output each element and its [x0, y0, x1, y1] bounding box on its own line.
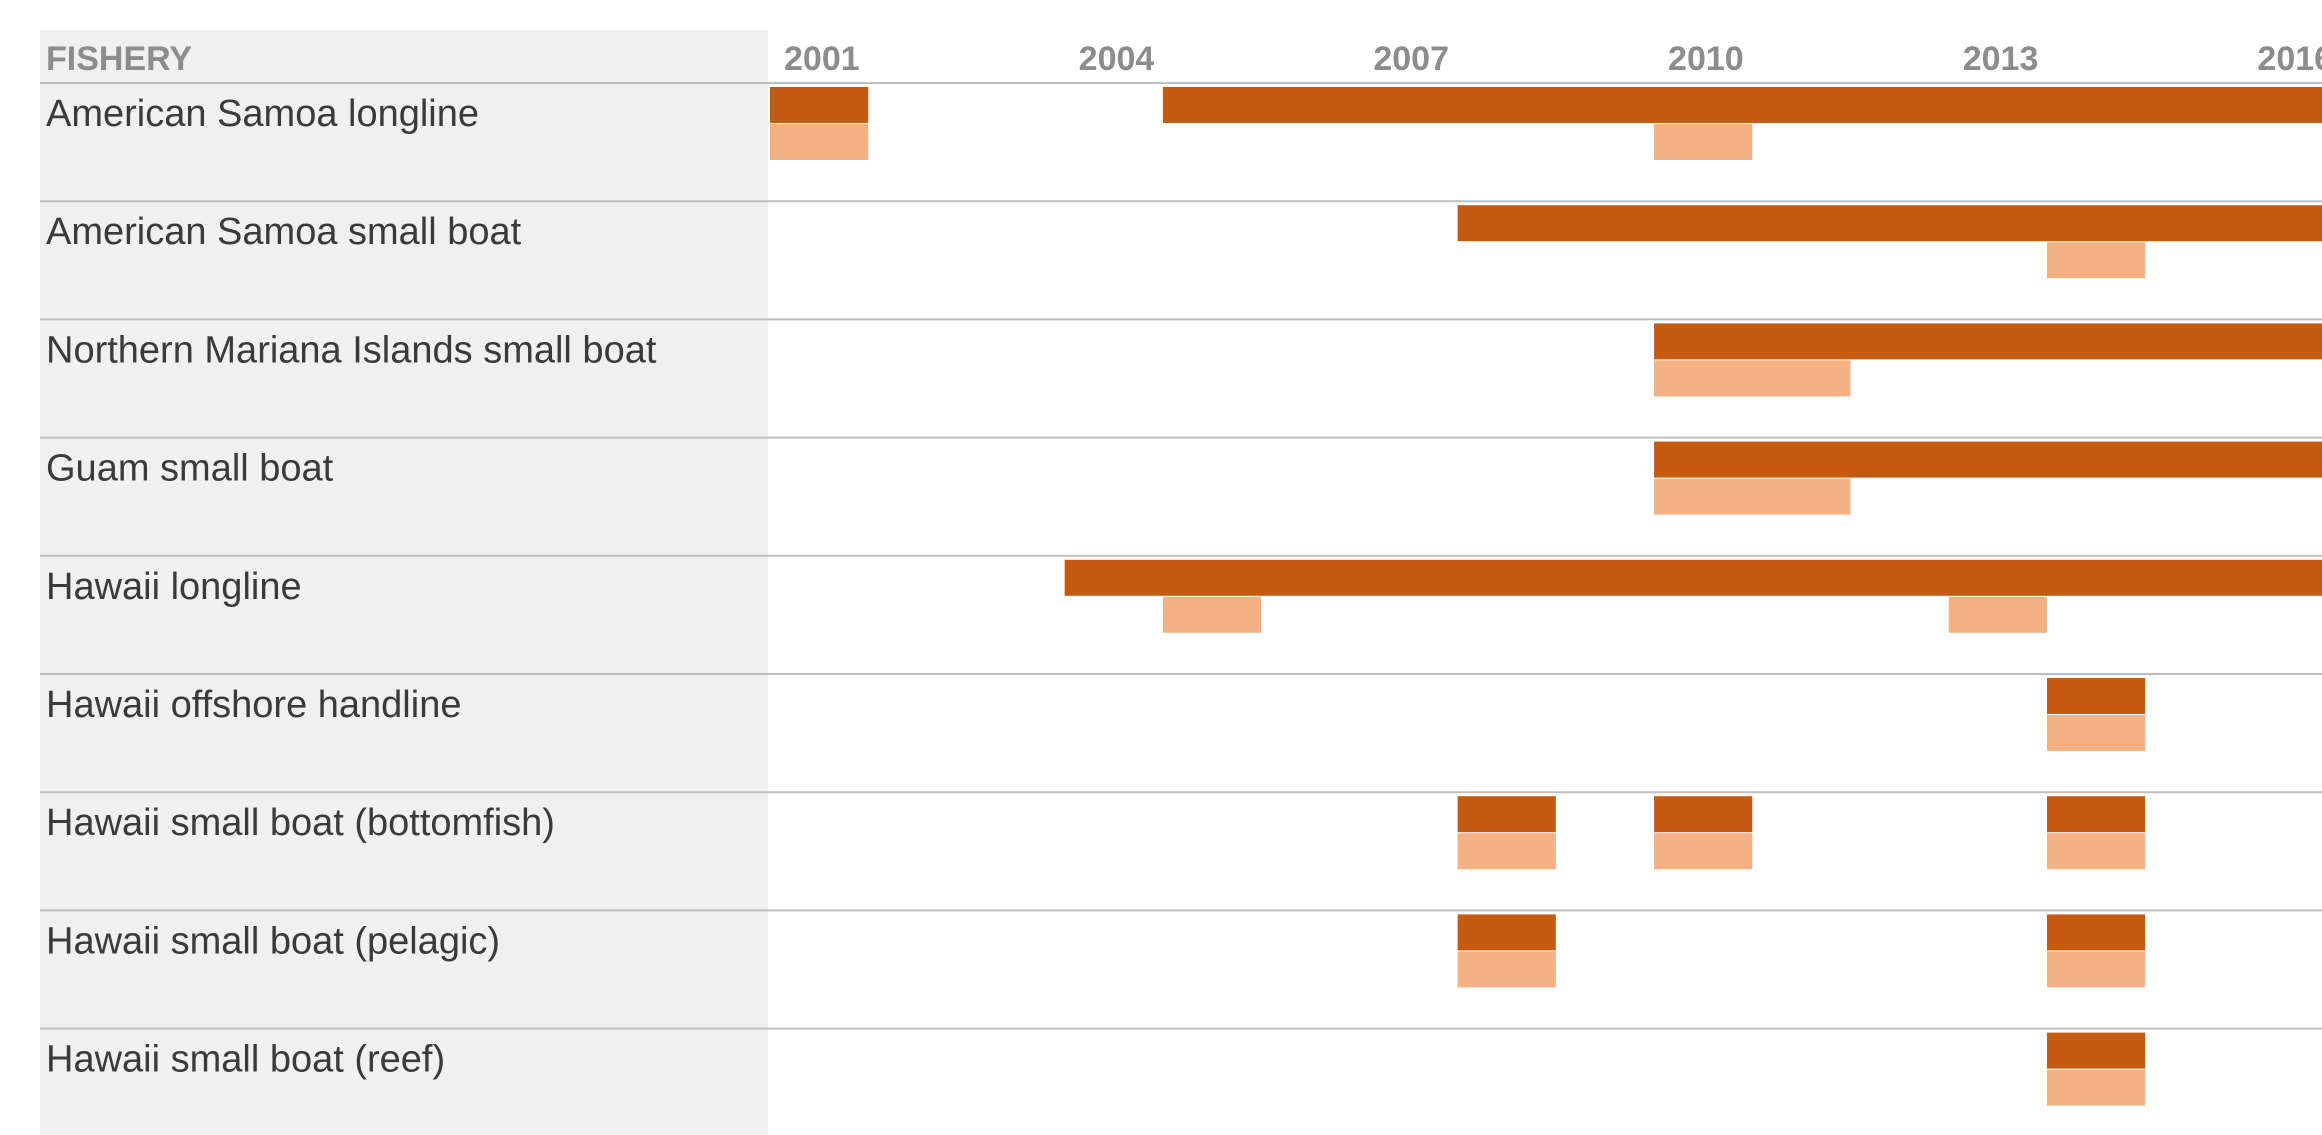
dark-bar: [1654, 796, 1753, 833]
fishery-rows: American Samoa longline American Samoa sm…: [40, 87, 2322, 1106]
fishery-row-label: Hawaii offshore handline: [46, 684, 461, 726]
fishery-row: Hawaii small boat (pelagic): [40, 914, 2322, 1030]
x-tick-label: 2013: [1963, 40, 2039, 78]
dark-bar: [1064, 559, 2322, 596]
fishery-row-label: Hawaii small boat (bottomfish): [46, 802, 555, 844]
x-tick-label: 2010: [1668, 40, 1744, 78]
light-bar: [1654, 833, 1753, 870]
dark-bar: [2046, 914, 2146, 951]
x-axis-ticks: 2001 2004 2007 2010 2013 2016: [784, 40, 2322, 78]
light-bar: [2046, 1069, 2146, 1106]
x-tick-label: 2004: [1079, 40, 1155, 78]
dark-bar: [1654, 323, 2322, 360]
light-bar: [1457, 833, 1556, 870]
light-bar: [1654, 124, 1753, 160]
fishery-row: Hawaii small boat (reef): [46, 1032, 2146, 1106]
label-panel: [40, 30, 768, 1135]
dark-bar: [1654, 441, 2322, 478]
x-tick-label: 2007: [1373, 40, 1449, 78]
dark-bar: [1162, 87, 2322, 123]
column-header: FISHERY: [46, 40, 192, 78]
light-bar: [1457, 951, 1556, 988]
fishery-row-label: American Samoa longline: [46, 93, 479, 135]
light-bar: [1654, 478, 1851, 515]
fishery-row: Hawaii small boat (bottomfish): [40, 796, 2322, 912]
dark-bar: [1457, 205, 2322, 242]
fishery-row: American Samoa small boat: [40, 205, 2322, 321]
light-bar: [1162, 596, 1262, 633]
fishery-row: Hawaii longline: [40, 559, 2322, 675]
fishery-row: Guam small boat: [40, 441, 2322, 557]
fishery-row-label: American Samoa small boat: [46, 211, 522, 253]
dark-bar: [1457, 914, 1556, 951]
fishery-row: American Samoa longline: [40, 87, 2322, 203]
light-bar: [1948, 596, 2047, 633]
x-tick-label: 2016: [2257, 40, 2322, 78]
dark-bar: [2046, 678, 2146, 714]
fishery-row: Hawaii offshore handline: [40, 678, 2322, 794]
light-bar: [2046, 833, 2146, 870]
fishery-row-label: Guam small boat: [46, 448, 334, 490]
fishery-row-label: Hawaii small boat (pelagic): [46, 920, 500, 962]
light-bar: [1654, 360, 1851, 397]
dark-bar: [770, 87, 869, 123]
light-bar: [2046, 951, 2146, 988]
dark-bar: [2046, 1032, 2146, 1069]
fishery-row-label: Hawaii longline: [46, 566, 302, 608]
dark-bar: [1457, 796, 1556, 833]
x-tick-label: 2001: [784, 40, 860, 78]
fishery-row-label: Northern Mariana Islands small boat: [46, 329, 657, 371]
light-bar: [2046, 242, 2146, 279]
fishery-row-label: Hawaii small boat (reef): [46, 1039, 445, 1081]
dark-bar: [2046, 796, 2146, 833]
fishery-row: Northern Mariana Islands small boat: [40, 323, 2322, 439]
light-bar: [770, 124, 869, 160]
light-bar: [2046, 715, 2146, 751]
